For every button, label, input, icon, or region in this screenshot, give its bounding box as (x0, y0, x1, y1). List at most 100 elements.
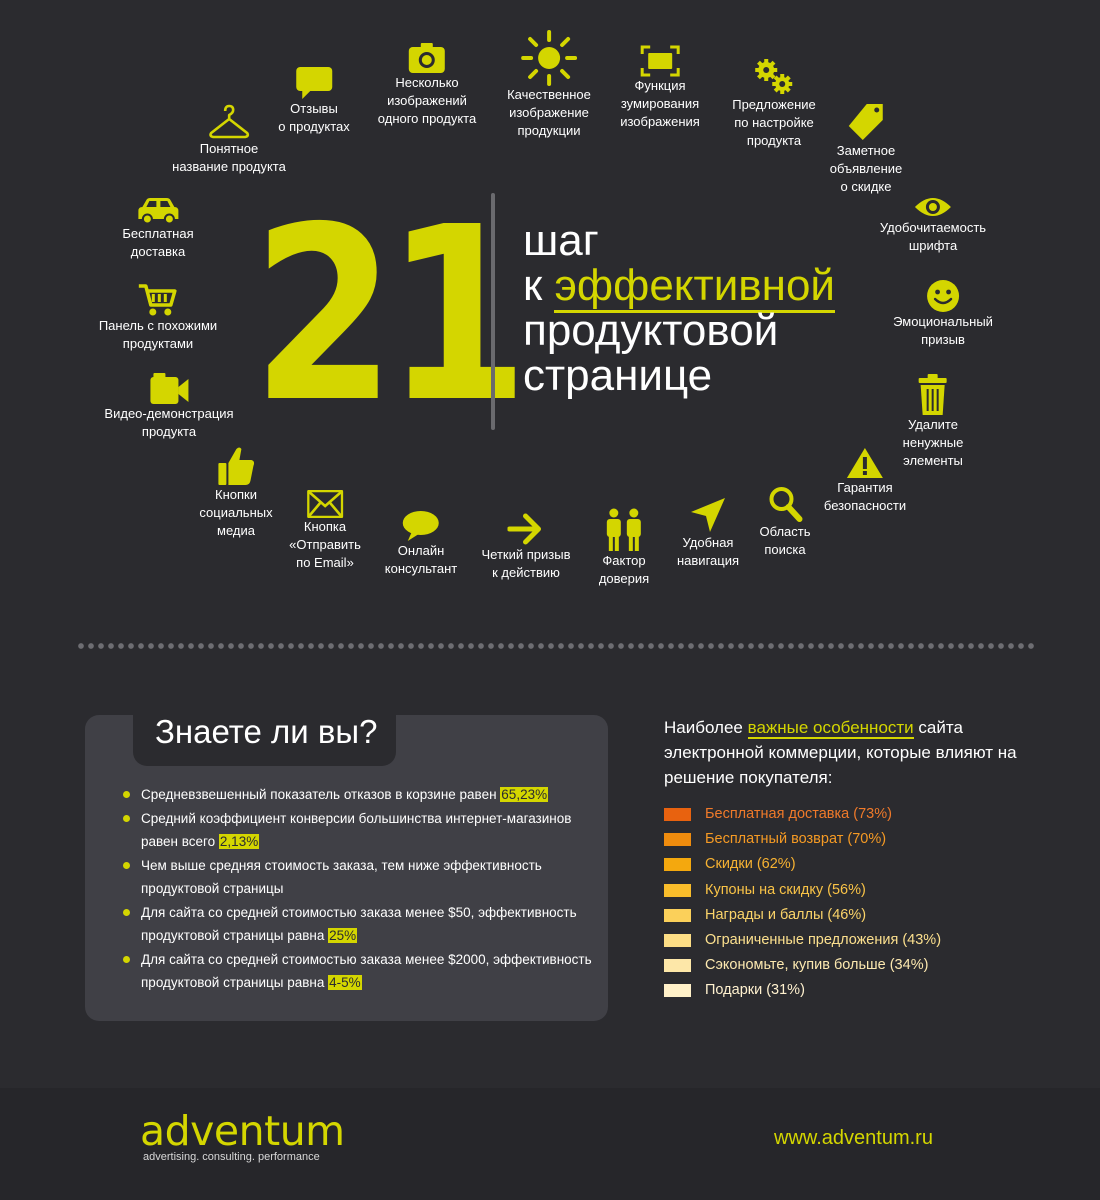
chat-bubble-icon (402, 511, 439, 541)
step-label: Качественное изображение продукции (507, 87, 591, 138)
color-swatch (664, 833, 691, 847)
warning-icon (847, 448, 883, 478)
feature-label: Награды и баллы (46%) (705, 906, 867, 923)
step-label: Удобочитаемость шрифта (879, 220, 987, 253)
fact-item: Для сайта со средней стоимостью заказа м… (120, 901, 600, 948)
feature-item: Скидки (62%) (664, 853, 941, 878)
feature-item: Подарки (31%) (664, 979, 941, 1004)
smiley-icon (926, 280, 959, 312)
step-label: Панель с похожими продуктами (98, 318, 218, 351)
features-heading-highlight: важные особенности (747, 718, 914, 739)
fact-item: Средневзвешенный показатель отказов в ко… (120, 783, 600, 807)
facts-list: Средневзвешенный показатель отказов в ко… (120, 783, 600, 995)
website-link[interactable]: www.adventum.ru (774, 1127, 933, 1149)
envelope-icon (306, 490, 343, 518)
step-similar: Панель с похожими продуктами (99, 283, 217, 353)
car-icon (137, 198, 178, 225)
step-security: Гарантия безопасности (824, 447, 906, 515)
color-swatch (664, 858, 691, 872)
feature-item: Бесплатный возврат (70%) (664, 828, 941, 853)
step-discount: Заметное объявление о скидке (829, 102, 903, 196)
magnifier-icon (769, 487, 802, 522)
did-you-know-panel (85, 715, 608, 1021)
feature-item: Сэкономьте, купив больше (34%) (664, 954, 941, 979)
color-swatch (664, 933, 691, 947)
fact-value: 65,23% (500, 787, 549, 802)
right-arrow-icon (507, 513, 542, 545)
step-remove: Удалите ненужные элементы (903, 374, 963, 470)
step-label: Четкий призыв к действию (481, 547, 571, 580)
title-line-1: шаг (523, 216, 599, 265)
color-swatch (664, 959, 691, 973)
step-label: Кнопка «Отправить по Email» (289, 519, 361, 570)
step-label: Несколько изображений одного продукта (377, 75, 477, 126)
feature-label: Подарки (31%) (705, 982, 805, 999)
footer (0, 1088, 1100, 1200)
step-readability: Удобочитаемость шрифта (880, 195, 986, 255)
step-label: Область поиска (759, 524, 811, 557)
feature-label: Бесплатный возврат (70%) (705, 831, 887, 848)
camera-icon (408, 43, 445, 73)
step-social: Кнопки социальных медиа (199, 446, 273, 540)
zoom-frame-icon (640, 45, 680, 77)
step-label: Эмоциональный призыв (893, 314, 993, 347)
feature-label: Купоны на скидку (56%) (705, 881, 866, 898)
step-label: Видео-демонстрация продукта (104, 406, 234, 439)
color-swatch (664, 808, 691, 821)
thumbs-up-icon (217, 447, 254, 485)
step-emotional: Эмоциональный призыв (893, 279, 993, 349)
step-reviews: Отзывы о продуктах (278, 66, 350, 136)
price-tag-icon (848, 104, 883, 140)
feature-item: Награды и баллы (46%) (664, 904, 941, 929)
brand-tagline: advertising. consulting. performance (143, 1151, 320, 1163)
gears-icon (755, 59, 792, 94)
step-cta: Четкий призыв к действию (481, 512, 571, 582)
color-swatch (664, 883, 691, 897)
step-label: Бесплатная доставка (122, 226, 194, 259)
feature-item: Ограниченные предложения (43%) (664, 929, 941, 954)
title-line-3: продуктовой (523, 306, 779, 355)
fact-value: 2,13% (218, 834, 260, 849)
step-label: Фактор доверия (598, 553, 650, 586)
did-you-know-title: Знаете ли вы? (155, 713, 378, 750)
sun-icon (520, 30, 577, 86)
step-quality-image: Качественное изображение продукции (507, 30, 591, 140)
step-video: Видео-демонстрация продукта (104, 373, 234, 441)
steps-count: 21 (252, 175, 529, 455)
feature-item: Купоны на скидку (56%) (664, 879, 941, 904)
feature-label: Ограниченные предложения (43%) (705, 931, 942, 948)
step-label: Заметное объявление о скидке (829, 143, 903, 194)
step-label: Предложение по настройке продукта (732, 97, 816, 148)
step-label: Отзывы о продуктах (278, 101, 350, 134)
page-title: шаг к эффективной продуктовой странице (523, 216, 836, 398)
eye-icon (915, 198, 951, 216)
trash-icon (919, 374, 947, 415)
headline-divider (491, 193, 495, 430)
speech-bubble-icon (295, 67, 332, 99)
brand-logo[interactable]: adventum (140, 1107, 345, 1155)
fact-item: Чем выше средняя стоимость заказа, тем н… (120, 854, 600, 901)
color-swatch (664, 908, 691, 922)
people-icon (607, 508, 641, 551)
step-customization: Предложение по настройке продукта (732, 58, 816, 150)
cursor-arrow-icon (690, 498, 725, 532)
features-heading: Наиболее важные особенности сайта электр… (664, 718, 1017, 787)
fact-item: Для сайта со средней стоимостью заказа м… (120, 948, 600, 995)
step-navigation: Удобная навигация (677, 496, 739, 570)
step-label: Онлайн консультант (384, 543, 458, 576)
feature-label: Бесплатная доставка (73%) (705, 806, 892, 822)
fact-item: Средний коэффициент конверсии большинств… (120, 807, 600, 854)
feature-label: Сэкономьте, купив больше (34%) (705, 957, 929, 974)
video-camera-icon (149, 373, 188, 404)
fact-value: 4-5% (328, 975, 362, 990)
color-swatch (664, 984, 691, 998)
step-search: Область поиска (759, 485, 811, 559)
dotted-divider (76, 643, 1036, 649)
title-highlight: эффективной (554, 261, 836, 313)
step-zoom: Функция зумирования изображения (620, 45, 700, 131)
feature-label: Скидки (62%) (705, 856, 796, 873)
step-consultant: Онлайн консультант (385, 510, 457, 578)
step-label: Гарантия безопасности (823, 480, 907, 513)
step-email: Кнопка «Отправить по Email» (289, 490, 361, 572)
step-label: Функция зумирования изображения (620, 78, 700, 129)
